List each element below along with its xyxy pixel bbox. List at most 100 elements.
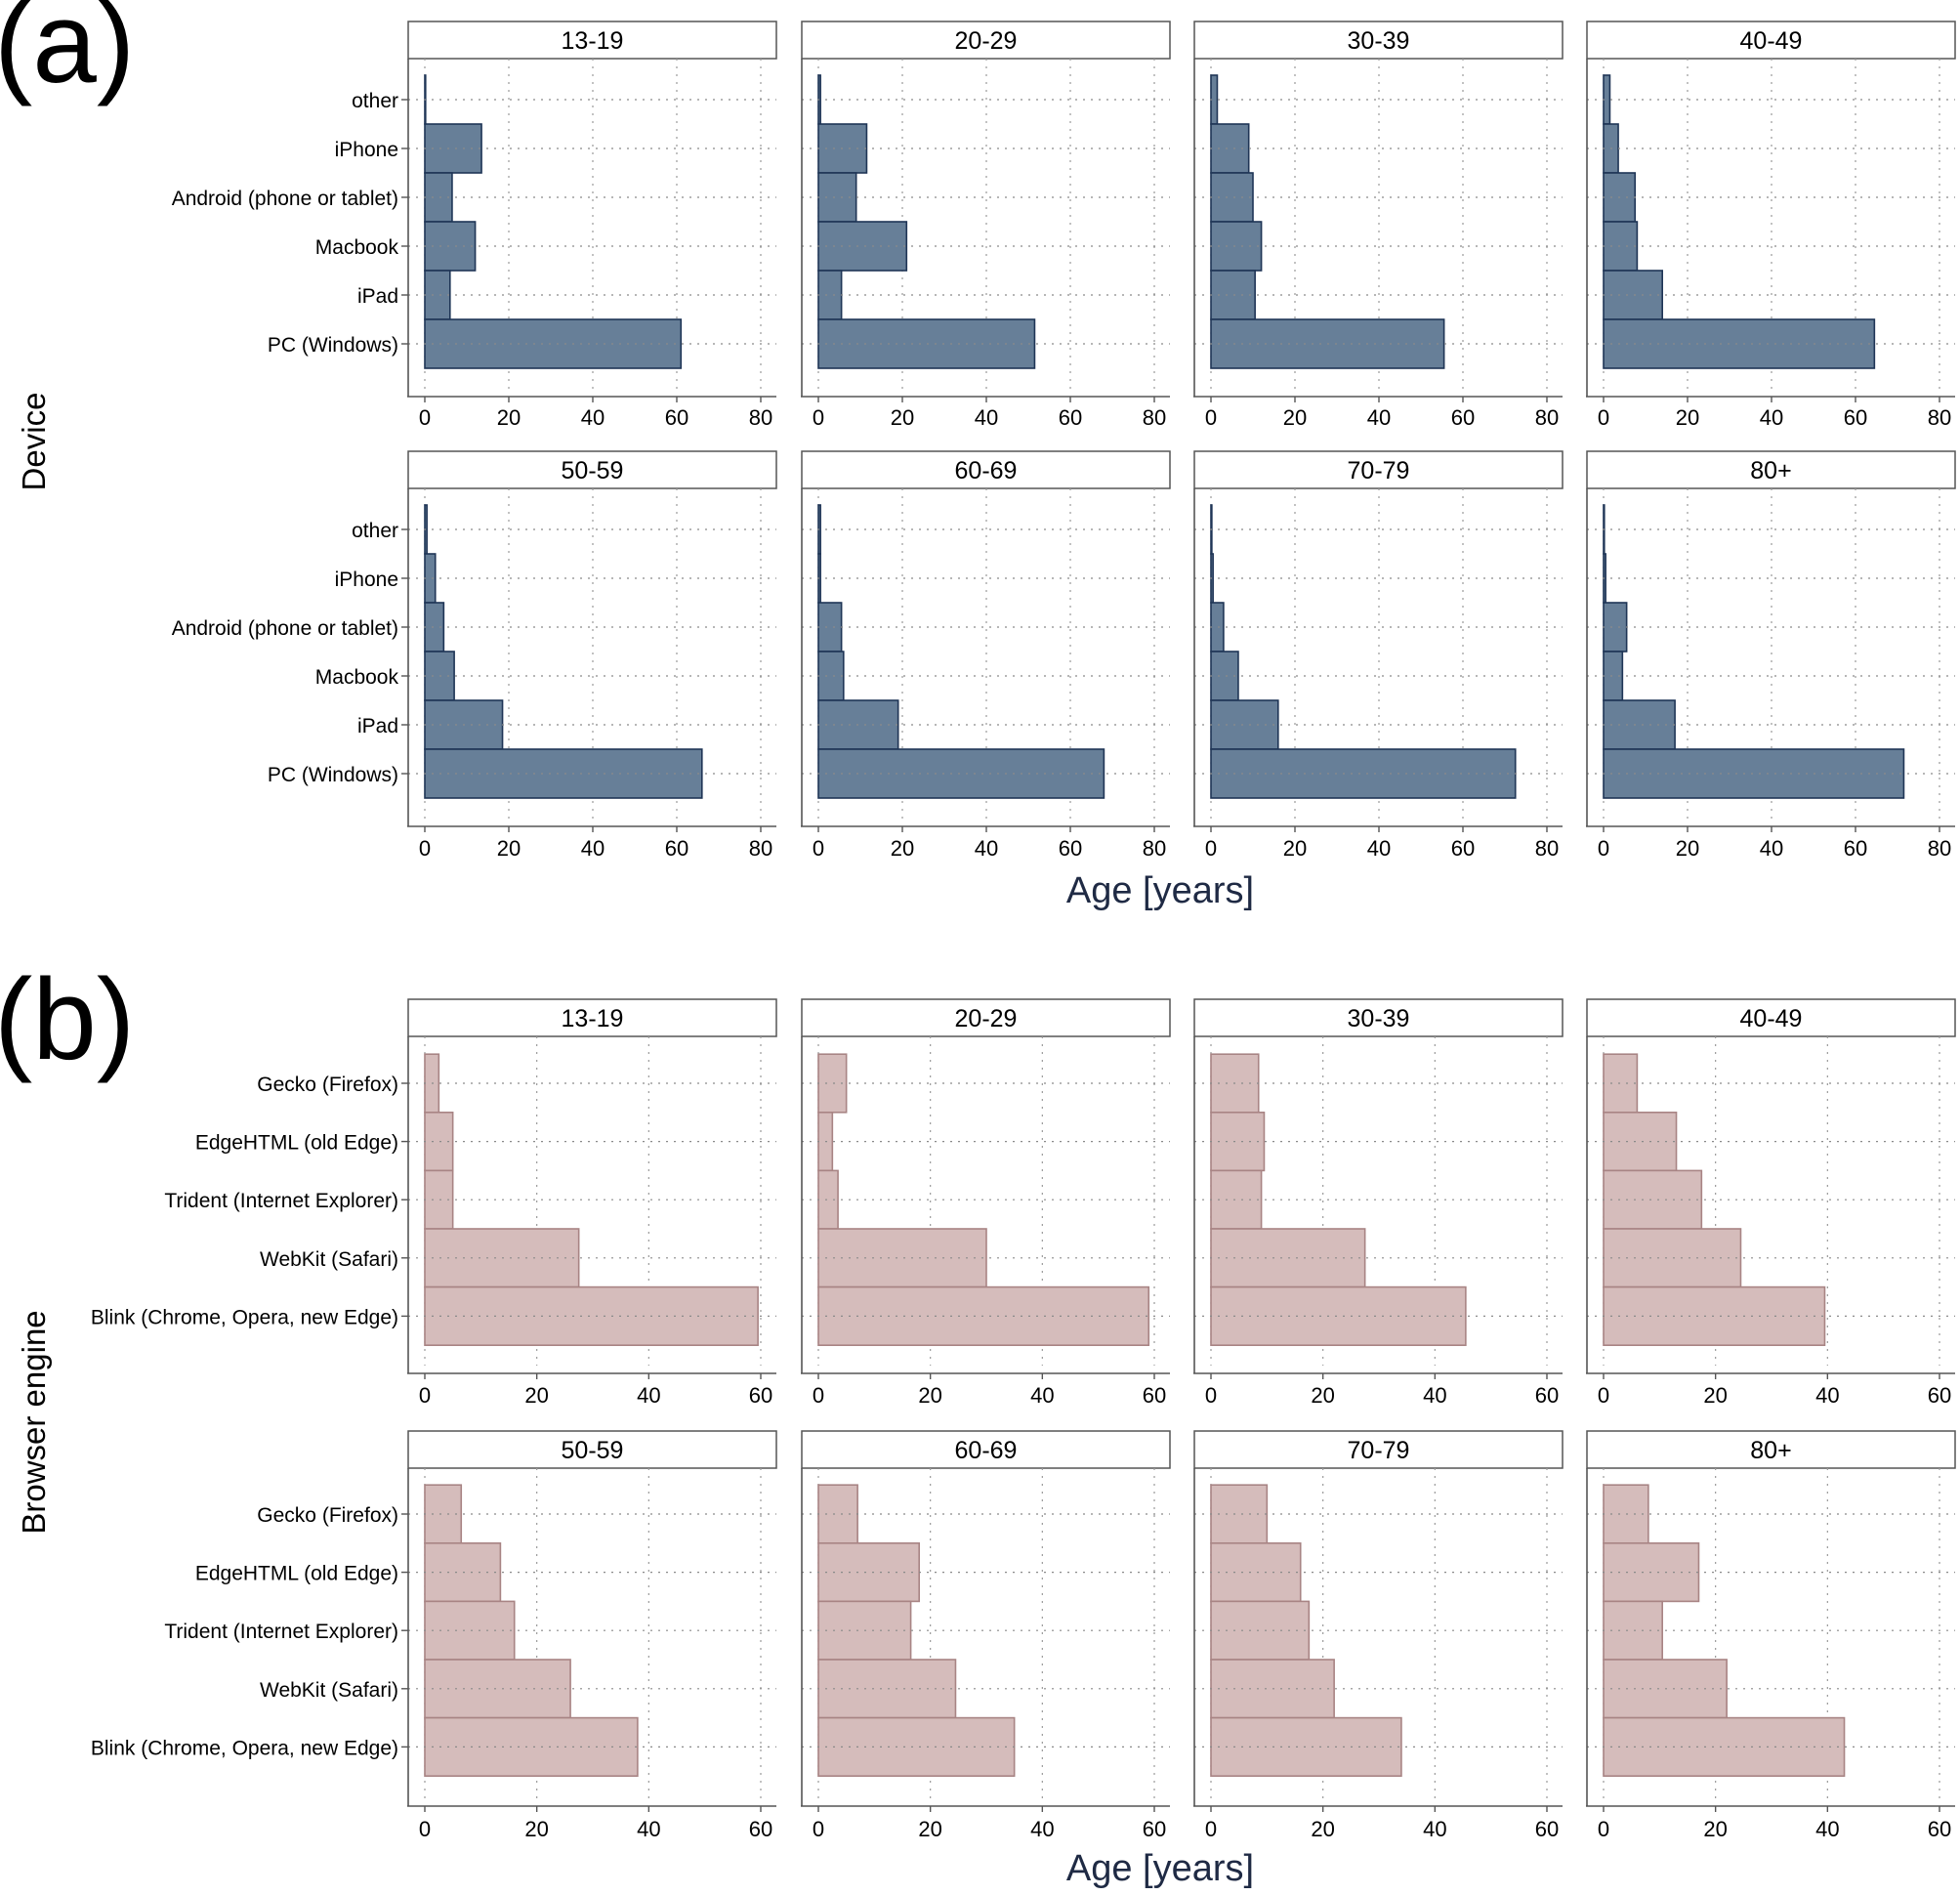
device-bar <box>424 318 683 369</box>
facet-header <box>407 450 777 489</box>
x-tick-label: 40 <box>1030 1383 1054 1408</box>
category-label: other <box>352 520 398 542</box>
x-tick-label: 40 <box>1423 1383 1446 1408</box>
facet-header <box>1586 1430 1956 1469</box>
facet-header <box>407 21 777 60</box>
facet-title: 70-79 <box>1348 1437 1410 1464</box>
x-tick-label: 0 <box>1598 836 1609 861</box>
facet-title: 60-69 <box>955 1437 1018 1464</box>
browser-bar <box>424 1600 516 1661</box>
facet-title: 80+ <box>1750 457 1791 484</box>
x-tick-label: 0 <box>1598 405 1609 430</box>
browser-facet-13-19: 13-19 0 20 40 60 Gecko (Firefox) EdgeHTML (old… <box>91 998 777 1408</box>
category-label: EdgeHTML (old Edge) <box>195 1132 398 1155</box>
browser-facet-30-39: 30-39 0 20 40 60 <box>1193 998 1564 1408</box>
x-tick-label: 20 <box>1703 1817 1727 1841</box>
browser-bar <box>1210 1542 1302 1603</box>
x-tick-label: 60 <box>1451 405 1475 430</box>
x-tick-label: 0 <box>813 1817 824 1841</box>
device-bar <box>817 270 843 320</box>
facet-header <box>1193 1430 1564 1469</box>
panel-label-a: (a) <box>0 0 135 107</box>
x-tick-label: 40 <box>1423 1817 1446 1841</box>
device-bar <box>1603 221 1639 272</box>
facet-title: 50-59 <box>562 457 624 484</box>
x-axis-title-b: Age [years] <box>1066 1848 1254 1889</box>
device-facet-50-59: 50-59 0 20 40 60 80 other iPhone Android (phone … <box>172 450 777 861</box>
browser-bar <box>1603 1484 1649 1544</box>
category-label: iPad <box>357 285 398 308</box>
x-tick-label: 80 <box>749 836 772 861</box>
x-tick-label: 40 <box>1815 1383 1839 1408</box>
browser-bar <box>1210 1716 1402 1777</box>
facet-title: 50-59 <box>562 1437 624 1464</box>
x-tick-label: 0 <box>1598 1817 1609 1841</box>
device-bar <box>1210 270 1256 320</box>
facet-header <box>1193 998 1564 1037</box>
x-tick-label: 60 <box>1535 1383 1559 1408</box>
x-tick-label: 60 <box>749 1383 772 1408</box>
x-axis-title-a: Age [years] <box>1066 870 1254 911</box>
category-label: Blink (Chrome, Opera, new Edge) <box>91 1306 398 1328</box>
device-bar <box>817 602 843 653</box>
x-tick-label: 40 <box>637 1817 660 1841</box>
x-tick-label: 60 <box>1143 1817 1166 1841</box>
device-facet-60-69: 60-69 0 20 40 60 80 <box>801 450 1171 861</box>
category-label: Gecko (Firefox) <box>257 1504 398 1527</box>
browser-bar <box>424 1285 759 1346</box>
x-tick-label: 60 <box>1059 405 1082 430</box>
facet-header <box>801 1430 1171 1469</box>
category-label: PC (Windows) <box>268 334 398 357</box>
category-label: Gecko (Firefox) <box>257 1074 398 1096</box>
category-label: Android (phone or tablet) <box>172 188 398 210</box>
facet-title: 80+ <box>1750 1437 1791 1464</box>
category-label: Trident (Internet Explorer) <box>164 1190 398 1212</box>
x-tick-label: 40 <box>1815 1817 1839 1841</box>
browser-bar <box>1210 1228 1366 1288</box>
x-tick-label: 20 <box>891 836 914 861</box>
device-axis-title: Device <box>16 393 52 491</box>
x-tick-label: 40 <box>1760 405 1783 430</box>
device-bar <box>817 651 845 701</box>
facet-header <box>1586 450 1956 489</box>
x-tick-label: 60 <box>1844 405 1867 430</box>
x-tick-label: 20 <box>918 1383 941 1408</box>
x-tick-label: 0 <box>419 1817 431 1841</box>
x-tick-label: 20 <box>497 836 521 861</box>
browser-facet-60-69: 60-69 0 20 40 60 <box>801 1430 1171 1841</box>
browser-bar <box>1210 1112 1266 1172</box>
facet-title: 13-19 <box>562 27 624 55</box>
category-label: WebKit (Safari) <box>260 1248 398 1271</box>
x-tick-label: 0 <box>813 1383 824 1408</box>
category-label: PC (Windows) <box>268 764 398 786</box>
facet-title: 13-19 <box>562 1005 624 1032</box>
x-tick-label: 80 <box>1535 836 1559 861</box>
facet-header <box>801 450 1171 489</box>
facet-title: 70-79 <box>1348 457 1410 484</box>
x-tick-label: 40 <box>1030 1817 1054 1841</box>
panel-label-b: (b) <box>0 955 135 1084</box>
x-tick-label: 0 <box>813 405 824 430</box>
browser-bar <box>424 1542 502 1603</box>
x-tick-label: 80 <box>1143 405 1166 430</box>
x-tick-label: 60 <box>1844 836 1867 861</box>
browser-facet-70-79: 70-79 0 20 40 60 <box>1193 1430 1564 1841</box>
device-facet-30-39: 30-39 0 20 40 60 80 <box>1193 21 1564 430</box>
x-tick-label: 0 <box>1205 836 1217 861</box>
browser-bar <box>424 1228 580 1288</box>
x-tick-label: 40 <box>1760 836 1783 861</box>
facet-header <box>801 998 1171 1037</box>
x-tick-label: 60 <box>1928 1817 1951 1841</box>
x-tick-label: 60 <box>1535 1817 1559 1841</box>
browser-facet-80+: 80+ 0 20 40 60 <box>1586 1430 1956 1841</box>
x-tick-label: 60 <box>1059 836 1082 861</box>
facet-header <box>1193 21 1564 60</box>
category-label: iPhone <box>335 139 398 161</box>
category-label: iPhone <box>335 568 398 591</box>
category-label: EdgeHTML (old Edge) <box>195 1563 398 1585</box>
x-tick-label: 60 <box>665 405 688 430</box>
browser-bar <box>1603 1053 1639 1114</box>
device-bar <box>1210 172 1254 223</box>
device-bar <box>817 318 1036 369</box>
